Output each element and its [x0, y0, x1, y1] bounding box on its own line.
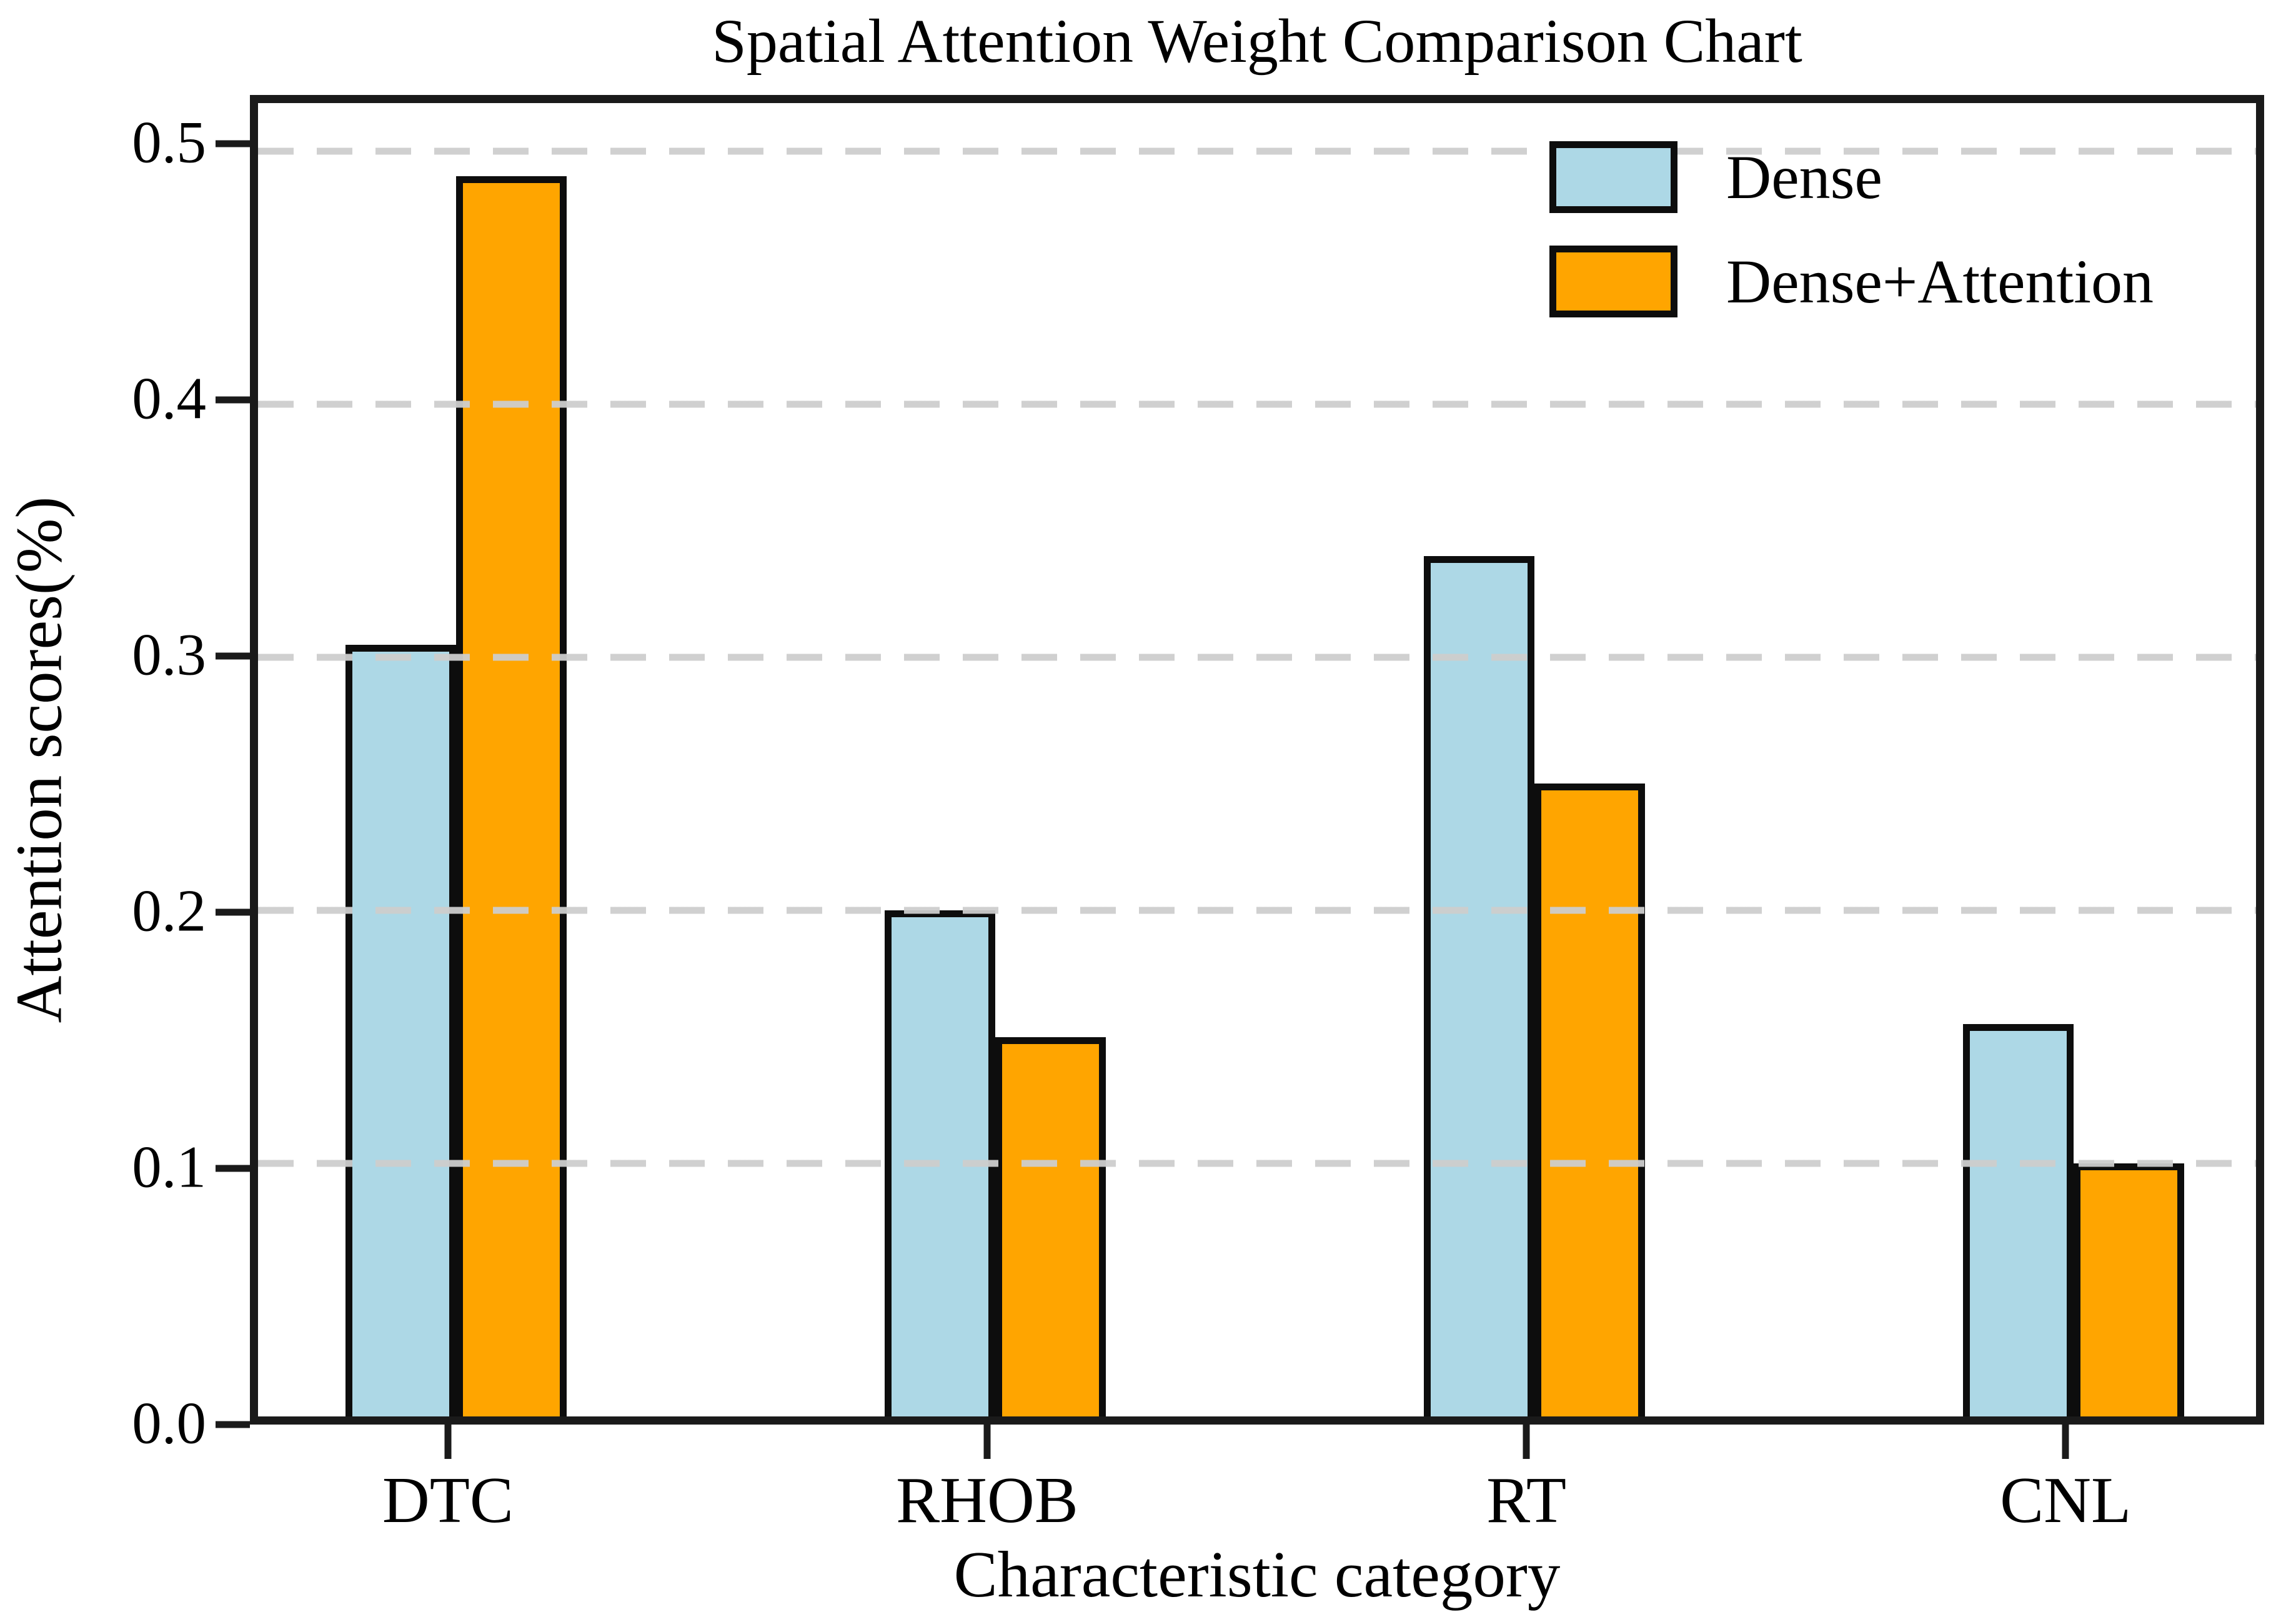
y-axis-label: Attention scores(%) [2, 496, 76, 1023]
legend-label: Dense+Attention [1726, 246, 2154, 316]
bar-dense-rt [1424, 555, 1535, 1416]
y-tick-label: 0.1 [132, 1133, 206, 1200]
y-tick-mark [216, 652, 250, 660]
y-tick-mark [216, 1421, 250, 1428]
y-tick-label: 0.0 [132, 1390, 206, 1456]
plot-area [250, 95, 2264, 1425]
bar-dense-cnl [1963, 1024, 2074, 1416]
legend-label: Dense [1726, 142, 1882, 212]
bar-dense-attention-cnl [2074, 1163, 2185, 1416]
x-tick-label: CNL [2000, 1463, 2132, 1536]
bar-dense-attention-rhob [995, 1037, 1106, 1416]
y-tick-mark [216, 396, 250, 404]
bar-dense-attention-rt [1534, 784, 1646, 1416]
legend-swatch-dense-attention [1549, 246, 1677, 317]
x-tick-label: RHOB [896, 1463, 1078, 1536]
bar-dense-attention-dtc [455, 176, 567, 1416]
y-tick-mark [216, 140, 250, 147]
legend-row: Dense [1549, 141, 2154, 213]
legend-swatch-dense [1549, 141, 1677, 213]
x-tick-label: RT [1486, 1463, 1566, 1536]
y-tick-label: 0.4 [132, 365, 206, 432]
bar-dense-rhob [884, 910, 995, 1416]
y-tick-label: 0.3 [132, 621, 206, 688]
chart-title: Spatial Attention Weight Comparison Char… [712, 6, 1802, 76]
x-axis-label: Characteristic category [953, 1538, 1561, 1611]
bar-dense-dtc [345, 644, 456, 1416]
legend-row: Dense+Attention [1549, 246, 2154, 317]
legend: Dense Dense+Attention [1549, 141, 2154, 350]
y-tick-label: 0.5 [132, 109, 206, 176]
y-tick-mark [216, 1165, 250, 1172]
x-tick-mark [1523, 1425, 1530, 1459]
x-tick-mark [2062, 1425, 2069, 1459]
y-tick-mark [216, 908, 250, 916]
x-tick-label: DTC [382, 1463, 514, 1536]
x-tick-mark [444, 1425, 452, 1459]
x-tick-mark [983, 1425, 991, 1459]
y-tick-label: 0.2 [132, 877, 206, 944]
